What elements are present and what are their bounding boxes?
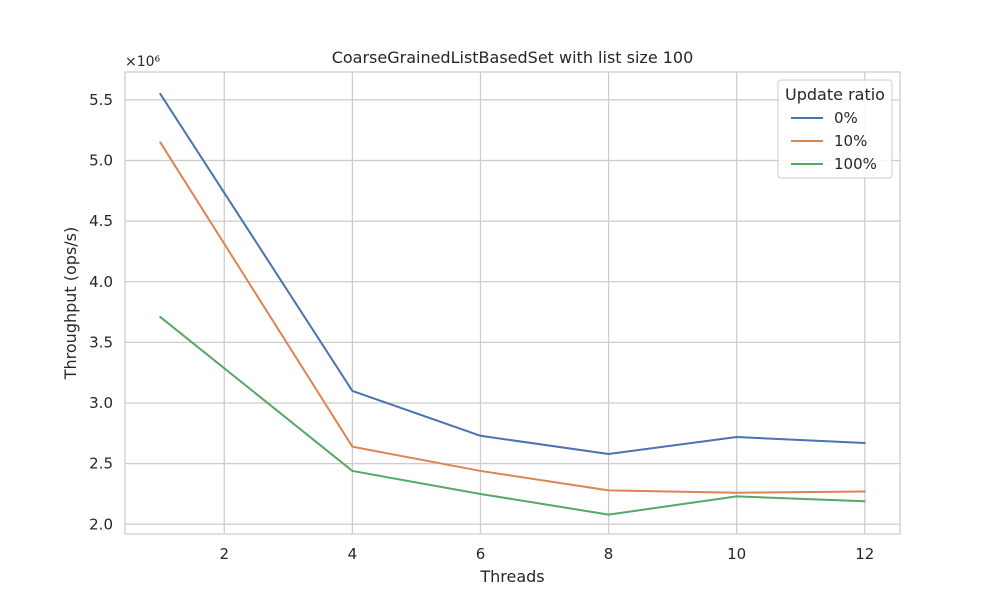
x-tick-label: 8 — [604, 545, 614, 563]
x-tick-label: 10 — [727, 545, 746, 563]
series-line-10pct — [159, 141, 866, 494]
legend-label: 100% — [834, 155, 877, 173]
y-tick-label: 3.5 — [89, 333, 113, 351]
x-tick-label: 12 — [855, 545, 874, 563]
x-tick-labels: 2 4 6 8 10 12 — [220, 545, 875, 563]
chart-title: CoarseGrainedListBasedSet with list size… — [332, 48, 694, 67]
series-line-0pct — [159, 92, 866, 455]
legend-items: 0% 10% 100% — [791, 109, 877, 173]
y-tick-label: 3.0 — [89, 394, 113, 412]
y-tick-labels: 2.0 2.5 3.0 3.5 4.0 4.5 5.0 5.5 — [89, 91, 113, 533]
y-tick-label: 5.5 — [89, 91, 113, 109]
y-axis-label: Throughput (ops/s) — [61, 227, 80, 381]
legend-title: Update ratio — [785, 85, 885, 104]
legend-label: 10% — [834, 132, 867, 150]
y-tick-label: 4.5 — [89, 212, 113, 230]
x-tick-label: 4 — [348, 545, 358, 563]
x-tick-label: 2 — [220, 545, 230, 563]
legend: Update ratio 0% 10% 100% — [777, 79, 893, 179]
plot-frame — [124, 71, 901, 535]
series-line-100pct — [159, 315, 866, 516]
series-layer — [159, 92, 866, 516]
x-tick-label: 6 — [476, 545, 486, 563]
y-tick-label: 2.0 — [89, 515, 113, 533]
y-tick-label: 2.5 — [89, 455, 113, 473]
legend-label: 0% — [834, 109, 858, 127]
y-tick-label: 4.0 — [89, 273, 113, 291]
legend-box — [777, 79, 893, 179]
x-axis-label: Threads — [479, 567, 544, 586]
y-tick-label: 5.0 — [89, 152, 113, 170]
y-offset-label: ×10⁶ — [125, 54, 161, 70]
